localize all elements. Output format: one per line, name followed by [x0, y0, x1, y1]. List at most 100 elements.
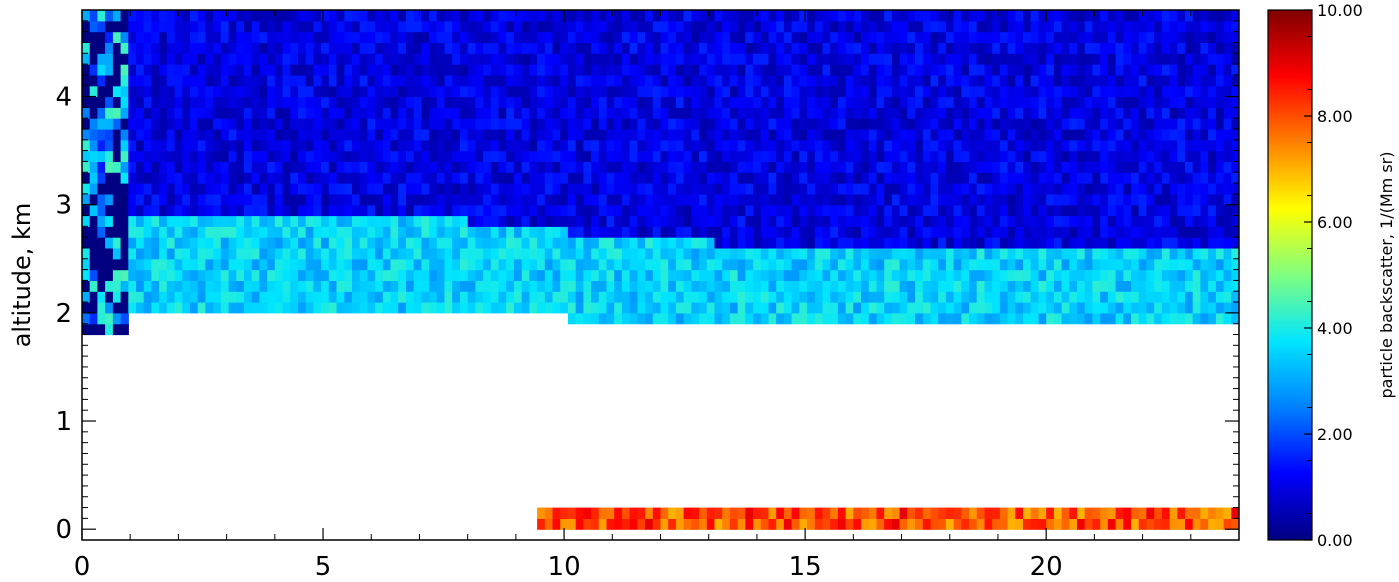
heatmap-cell: [1138, 237, 1147, 249]
heatmap-cell: [1215, 226, 1225, 238]
heatmap-cell: [313, 74, 322, 87]
heatmap-cell: [984, 161, 993, 173]
heatmap-cell: [1007, 107, 1016, 119]
heatmap-cell: [1177, 291, 1186, 303]
heatmap-cell: [683, 291, 692, 303]
heatmap-cell: [460, 96, 469, 108]
heatmap-cell: [1038, 248, 1047, 260]
heatmap-cell: [783, 518, 793, 530]
heatmap-cell: [575, 53, 584, 65]
heatmap-cell: [645, 183, 654, 195]
heatmap-cell: [984, 312, 993, 325]
heatmap-cell: [375, 248, 384, 260]
heatmap-cell: [560, 85, 569, 98]
heatmap-cell: [992, 518, 1001, 530]
heatmap-cell: [691, 312, 700, 325]
heatmap-cell: [714, 172, 723, 184]
heatmap-cell: [359, 204, 368, 217]
heatmap-cell: [652, 118, 662, 130]
heatmap-cell: [89, 129, 98, 141]
heatmap-cell: [244, 161, 253, 173]
heatmap-cell: [1015, 237, 1024, 249]
heatmap-cell: [1215, 302, 1225, 314]
heatmap-cell: [783, 96, 793, 108]
heatmap-cell: [660, 85, 669, 98]
heatmap-cell: [413, 248, 422, 260]
colorbar-tick-label: 0.00: [1317, 531, 1353, 550]
heatmap-cell: [953, 507, 962, 519]
heatmap-cell: [591, 312, 600, 325]
heatmap-cell: [1107, 10, 1117, 22]
heatmap-cell: [182, 248, 191, 260]
heatmap-cell: [452, 150, 461, 162]
heatmap-cell: [544, 53, 554, 65]
heatmap-cell: [961, 42, 970, 54]
heatmap-cell: [544, 193, 554, 206]
heatmap-cell: [274, 129, 284, 141]
heatmap-cell: [166, 150, 176, 162]
heatmap-cell: [606, 258, 615, 271]
heatmap-cell: [591, 302, 600, 314]
heatmap-cell: [891, 20, 901, 33]
heatmap-cell: [1223, 237, 1232, 249]
heatmap-cell: [112, 31, 122, 43]
heatmap-cell: [930, 118, 939, 130]
heatmap-cell: [483, 258, 492, 271]
heatmap-cell: [1161, 118, 1171, 130]
heatmap-cell: [1146, 20, 1155, 33]
heatmap-cell: [922, 74, 932, 87]
heatmap-cell: [953, 183, 962, 195]
heatmap-cell: [197, 161, 206, 173]
heatmap-cell: [213, 85, 222, 98]
heatmap-cell: [267, 248, 276, 260]
heatmap-cell: [830, 507, 839, 519]
heatmap-cell: [544, 64, 554, 76]
heatmap-cell: [729, 280, 739, 292]
heatmap-cell: [166, 10, 176, 22]
heatmap-cell: [776, 269, 785, 281]
heatmap-cell: [1015, 53, 1024, 65]
heatmap-cell: [1154, 204, 1163, 217]
heatmap-cell: [591, 183, 600, 195]
heatmap-cell: [89, 291, 98, 303]
heatmap-cell: [421, 258, 430, 271]
heatmap-cell: [1177, 42, 1186, 54]
heatmap-cell: [560, 280, 569, 292]
heatmap-cell: [444, 64, 453, 76]
heatmap-cell: [915, 215, 924, 227]
heatmap-cell: [498, 10, 507, 22]
heatmap-cell: [1138, 53, 1147, 65]
heatmap-cell: [868, 107, 878, 119]
heatmap-cell: [868, 312, 878, 325]
heatmap-cell: [645, 172, 654, 184]
heatmap-cell: [120, 302, 129, 314]
heatmap-cell: [490, 172, 500, 184]
heatmap-cell: [1084, 183, 1093, 195]
heatmap-cell: [699, 269, 708, 281]
heatmap-cell: [282, 139, 291, 152]
heatmap-cell: [282, 20, 291, 33]
heatmap-cell: [1038, 215, 1047, 227]
heatmap-cell: [1007, 280, 1016, 292]
heatmap-cell: [691, 269, 700, 281]
heatmap-cell: [598, 10, 608, 11]
heatmap-cell: [984, 302, 993, 314]
heatmap-cell: [567, 258, 577, 271]
heatmap-cell: [1092, 107, 1101, 119]
heatmap-cell: [1185, 312, 1194, 325]
heatmap-cell: [745, 248, 754, 260]
heatmap-cell: [915, 107, 924, 119]
heatmap-cell: [444, 42, 453, 54]
heatmap-cell: [282, 107, 291, 119]
heatmap-cell: [1015, 118, 1024, 130]
heatmap-cell: [483, 172, 492, 184]
heatmap-cell: [182, 215, 191, 227]
heatmap-cell: [668, 107, 677, 119]
heatmap-cell: [367, 269, 376, 281]
heatmap-cell: [166, 226, 176, 238]
heatmap-cell: [1115, 150, 1124, 162]
heatmap-cell: [1084, 215, 1093, 227]
heatmap-cell: [591, 269, 600, 281]
heatmap-cell: [1161, 20, 1171, 33]
heatmap-cell: [907, 204, 916, 217]
